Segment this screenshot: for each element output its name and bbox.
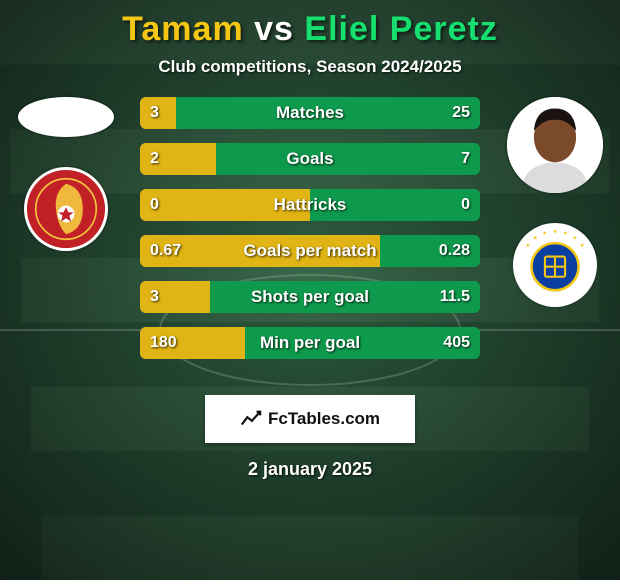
page-title: Tamam vs Eliel Peretz	[0, 0, 620, 49]
title-player-1: Tamam	[122, 10, 244, 48]
stat-left-value: 2	[150, 150, 159, 168]
date-text: 2 january 2025	[0, 459, 620, 480]
stat-row: 180 Min per goal 405	[140, 327, 480, 359]
subtitle: Club competitions, Season 2024/2025	[0, 57, 620, 77]
stat-label: Shots per goal	[251, 287, 369, 307]
stat-right-value: 0	[461, 196, 470, 214]
stat-right-value: 405	[443, 334, 470, 352]
stat-label: Goals per match	[243, 241, 376, 261]
stat-right-value: 25	[452, 104, 470, 122]
stat-left-value: 0.67	[150, 242, 181, 260]
stat-label: Goals	[286, 149, 333, 169]
stat-row: 2 Goals 7	[140, 143, 480, 175]
stat-right-value: 11.5	[440, 288, 470, 306]
stat-right-value: 7	[461, 150, 470, 168]
player-2-club-badge	[513, 223, 597, 307]
player-1-avatar	[18, 97, 114, 137]
title-player-2: Eliel Peretz	[304, 10, 497, 48]
chart-icon	[240, 408, 262, 430]
right-column	[497, 97, 612, 307]
stat-label: Hattricks	[274, 195, 347, 215]
stat-left-value: 3	[150, 104, 159, 122]
stat-label: Matches	[276, 103, 344, 123]
stat-left-value: 0	[150, 196, 159, 214]
stat-label: Min per goal	[260, 333, 360, 353]
stat-bars: 3 Matches 25 2 Goals 7 0 Hattricks 0 0.6…	[140, 97, 480, 359]
stat-left-value: 180	[150, 334, 177, 352]
stat-row: 0 Hattricks 0	[140, 189, 480, 221]
left-column	[8, 97, 123, 251]
title-vs: vs	[244, 10, 305, 48]
player-1-club-badge	[24, 167, 108, 251]
stat-left-value: 3	[150, 288, 159, 306]
stat-row: 3 Shots per goal 11.5	[140, 281, 480, 313]
stat-row: 3 Matches 25	[140, 97, 480, 129]
stat-right-value: 0.28	[439, 242, 470, 260]
comparison-area: 3 Matches 25 2 Goals 7 0 Hattricks 0 0.6…	[0, 97, 620, 377]
watermark: FcTables.com	[205, 395, 415, 443]
stat-row: 0.67 Goals per match 0.28	[140, 235, 480, 267]
player-2-avatar	[507, 97, 603, 193]
watermark-text: FcTables.com	[268, 409, 380, 429]
